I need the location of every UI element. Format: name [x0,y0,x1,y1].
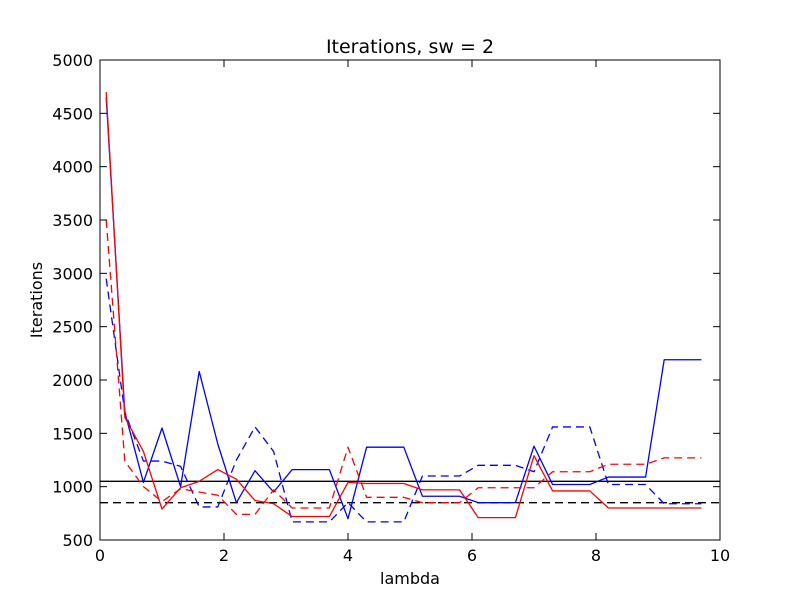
axes-frame [99,59,721,541]
x-axis-label: lambda [380,569,440,588]
series-line-4 [105,219,702,516]
series-line-2 [105,278,702,523]
x-tick-label: 8 [591,546,601,565]
x-tick-label: 4 [343,546,353,565]
y-tick-label: 2000 [52,371,93,390]
y-axis-label: Iterations [27,262,46,338]
y-tick-label: 4500 [52,104,93,123]
y-tick-label: 3500 [52,211,93,230]
y-tick-label: 4000 [52,158,93,177]
ticks-layer: 0 2 4 6 8 10 500 1000 1500 2000 2500 3000 3500 4000 45… [52,51,730,565]
plot-layer [99,59,721,541]
x-tick-label: 0 [95,546,105,565]
series-group [100,91,720,523]
series-line-3 [105,91,702,519]
chart-title: Iterations, sw = 2 [326,36,494,58]
x-tick-label: 6 [467,546,477,565]
y-tick-label: 2500 [52,318,93,337]
y-tick-label: 1000 [52,478,93,497]
y-tick-label: 3000 [52,264,93,283]
y-tick-label: 500 [62,531,93,550]
y-tick-label: 1500 [52,424,93,443]
x-tick-label: 10 [710,546,730,565]
x-tick-label: 2 [219,546,229,565]
y-tick-label: 5000 [52,51,93,70]
series-line-1 [105,97,702,520]
